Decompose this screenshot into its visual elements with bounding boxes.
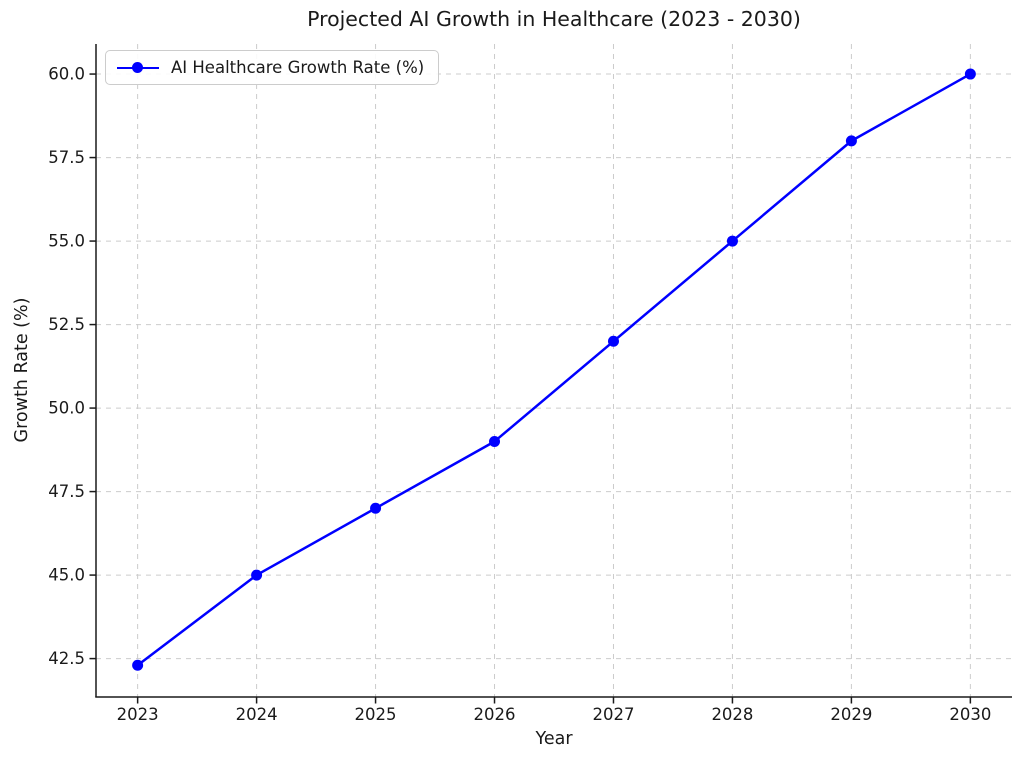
data-point	[845, 135, 857, 147]
x-tick-label: 2028	[711, 705, 753, 724]
legend-label: AI Healthcare Growth Rate (%)	[171, 58, 425, 77]
data-point	[370, 502, 382, 514]
x-tick-label: 2029	[830, 705, 872, 724]
x-tick-label: 2025	[355, 705, 397, 724]
x-tick-label: 2023	[117, 705, 159, 724]
y-tick-label: 45.0	[48, 566, 85, 585]
legend: AI Healthcare Growth Rate (%)	[105, 50, 440, 85]
y-tick-label: 55.0	[48, 232, 85, 251]
y-tick-label: 52.5	[48, 315, 85, 334]
data-line	[136, 72, 972, 667]
data-point	[251, 569, 263, 581]
data-point	[132, 659, 144, 671]
legend-line-marker-icon	[117, 62, 159, 74]
y-tick-label: 57.5	[48, 148, 85, 167]
data-point	[726, 235, 738, 247]
x-tick-label: 2026	[474, 705, 516, 724]
y-tick-label: 50.0	[48, 399, 85, 418]
data-point	[489, 435, 501, 447]
data-point	[607, 335, 619, 347]
x-tick-label: 2024	[236, 705, 278, 724]
x-tick-label: 2027	[592, 705, 634, 724]
x-tick-label: 2030	[949, 705, 991, 724]
y-tick-label: 42.5	[48, 649, 85, 668]
y-tick-label: 60.0	[48, 65, 85, 84]
y-tick-label: 47.5	[48, 482, 85, 501]
data-point	[964, 68, 976, 80]
y-axis-label: Growth Rate (%)	[12, 297, 32, 443]
x-axis-label: Year	[535, 729, 573, 749]
chart-title: Projected AI Growth in Healthcare (2023 …	[307, 7, 801, 31]
legend-marker-icon	[132, 62, 143, 73]
